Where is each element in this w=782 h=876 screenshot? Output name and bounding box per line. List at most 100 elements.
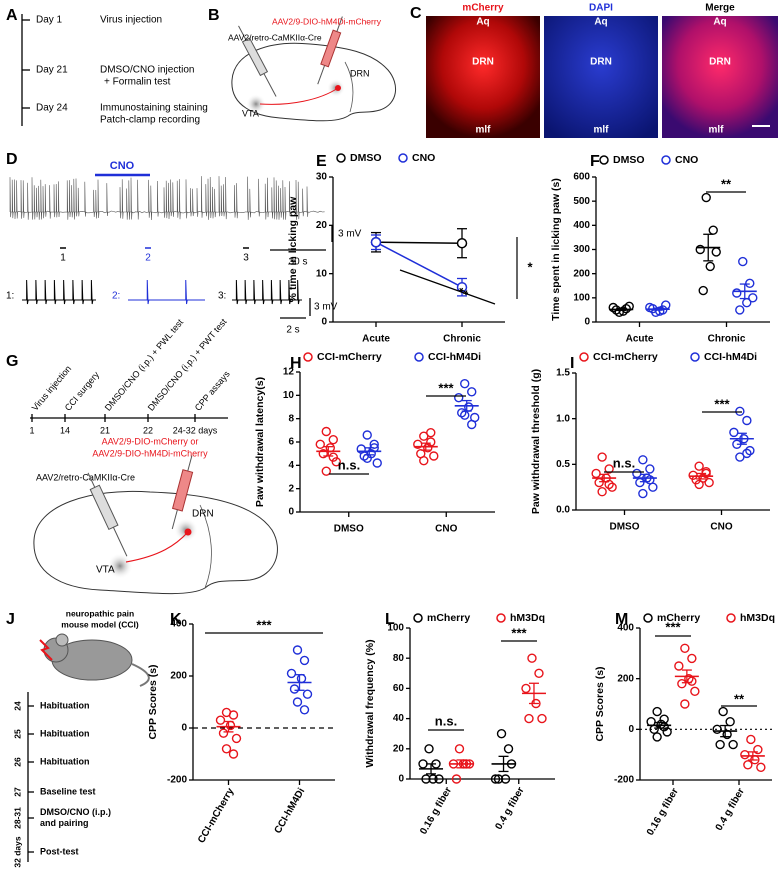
data-point [218, 728, 229, 738]
data-point [677, 679, 687, 689]
data-point [221, 744, 232, 754]
y-tick-label: 100 [387, 623, 404, 634]
virus-label: AAV2/retro-CaMKIIα-Cre [228, 32, 322, 42]
y-tick-label: 1.5 [556, 368, 570, 379]
data-point [490, 774, 501, 784]
data-point [424, 744, 434, 754]
x-tick-label: Chronic [708, 334, 746, 345]
syringe [317, 16, 343, 85]
y-tick-label: 0.0 [556, 505, 570, 516]
x-tick-label: Acute [362, 334, 390, 345]
inset-label: 3: [218, 291, 226, 302]
model-label: mouse model (CCI) [61, 619, 139, 629]
data-point [467, 387, 477, 397]
x-tick-label: CNO [710, 522, 732, 533]
chart: M -200 0 200 400 CPP Scores (s) 0.16 g fiber 0.… [594, 611, 775, 837]
day: Day 24 [36, 103, 68, 114]
y-tick-label: 1.0 [556, 413, 570, 424]
y-tick-label: 2 [288, 483, 294, 494]
data-point [464, 402, 474, 412]
day: 28-31 [12, 807, 22, 829]
significance-label: n.s. [435, 713, 457, 728]
brain-line [199, 504, 212, 589]
panel-letter: B [208, 7, 220, 24]
y-tick-label: 8 [288, 413, 294, 424]
data-point [638, 455, 648, 465]
data-point [687, 676, 697, 686]
event: Habituation [40, 700, 90, 710]
micrograph [426, 16, 540, 138]
day: 14 [60, 425, 70, 435]
event: Post-test [40, 846, 79, 856]
significance-label: ** [721, 176, 732, 191]
day: 32 days [12, 836, 22, 867]
day: 26 [12, 757, 22, 767]
scale-label: 2 s [286, 325, 299, 336]
panel-letter: E [316, 153, 327, 170]
event: CPP assays [193, 369, 232, 413]
y-tick-label: 80 [393, 653, 405, 664]
data-point [467, 419, 477, 430]
legend-label: CCI-mCherry [317, 351, 382, 363]
event: + Formalin test [104, 77, 171, 88]
data-point [735, 406, 745, 417]
data-point [624, 301, 634, 311]
data-point [421, 774, 431, 784]
data-point [434, 774, 444, 784]
voltage-trace [9, 176, 325, 220]
data-point [756, 762, 766, 773]
y-tick-label: 20 [393, 743, 405, 754]
inset-label: 2: [112, 291, 120, 302]
y-tick-label: 60 [393, 683, 405, 694]
legend-marker [398, 153, 408, 163]
virus-label: AAV2/retro-CaMKIIα-Cre [36, 472, 135, 482]
channel-label: mCherry [462, 3, 504, 14]
data-point [537, 713, 547, 724]
significance-label: ** [734, 691, 745, 706]
significance-label: *** [714, 396, 730, 411]
event: DMSO/CNO injection [100, 65, 194, 76]
data-point [362, 430, 372, 440]
x-tick-label: Acute [626, 334, 654, 345]
virus-label: AAV2/9-DIO-hM4Di-mCherry [272, 16, 382, 26]
event: Immunostaining staining [100, 103, 208, 114]
inset-trace [232, 279, 302, 305]
brain-line [344, 61, 354, 113]
y-tick-label: 600 [573, 172, 590, 183]
data-point [428, 774, 438, 784]
data-point [451, 774, 462, 784]
chart: I 0.0 0.5 1.0 1.5 Paw withdrawal threshold (g… [530, 351, 770, 533]
data-point [426, 427, 436, 438]
region-label: Aq [476, 17, 489, 28]
y-tick-label: 10 [316, 268, 328, 279]
y-tick-label: 12 [283, 367, 295, 378]
data-point [429, 451, 439, 461]
inset-trace [128, 279, 205, 305]
legend-marker [413, 613, 423, 623]
significance-label: * [527, 259, 533, 274]
panel-letter: K [170, 611, 182, 628]
panel-letter: F [590, 153, 600, 170]
y-tick-label: 40 [393, 713, 405, 724]
virus-label: AAV2/9-DIO-hM4Di-mCherry [92, 448, 208, 458]
x-tick-label: CCI-mCherry [196, 786, 237, 845]
day: 22 [143, 425, 153, 435]
event: Baseline test [40, 786, 96, 796]
data-point [701, 192, 711, 203]
data-point [735, 452, 745, 462]
data-point [315, 439, 325, 450]
day: 21 [100, 425, 110, 435]
event: Patch-clamp recording [100, 115, 200, 126]
y-tick-label: 0 [288, 507, 294, 518]
data-point [370, 237, 382, 248]
y-tick-label: 4 [288, 460, 294, 471]
data-point [690, 686, 700, 697]
y-tick-label: 500 [573, 196, 590, 207]
data-point [292, 697, 303, 707]
projection [259, 87, 339, 105]
data-point [597, 487, 607, 497]
data-point [454, 392, 464, 403]
panel-a: A Day 1 Virus injection Day 21 DMSO/CNO … [6, 7, 208, 126]
y-tick-label: 100 [573, 292, 590, 303]
